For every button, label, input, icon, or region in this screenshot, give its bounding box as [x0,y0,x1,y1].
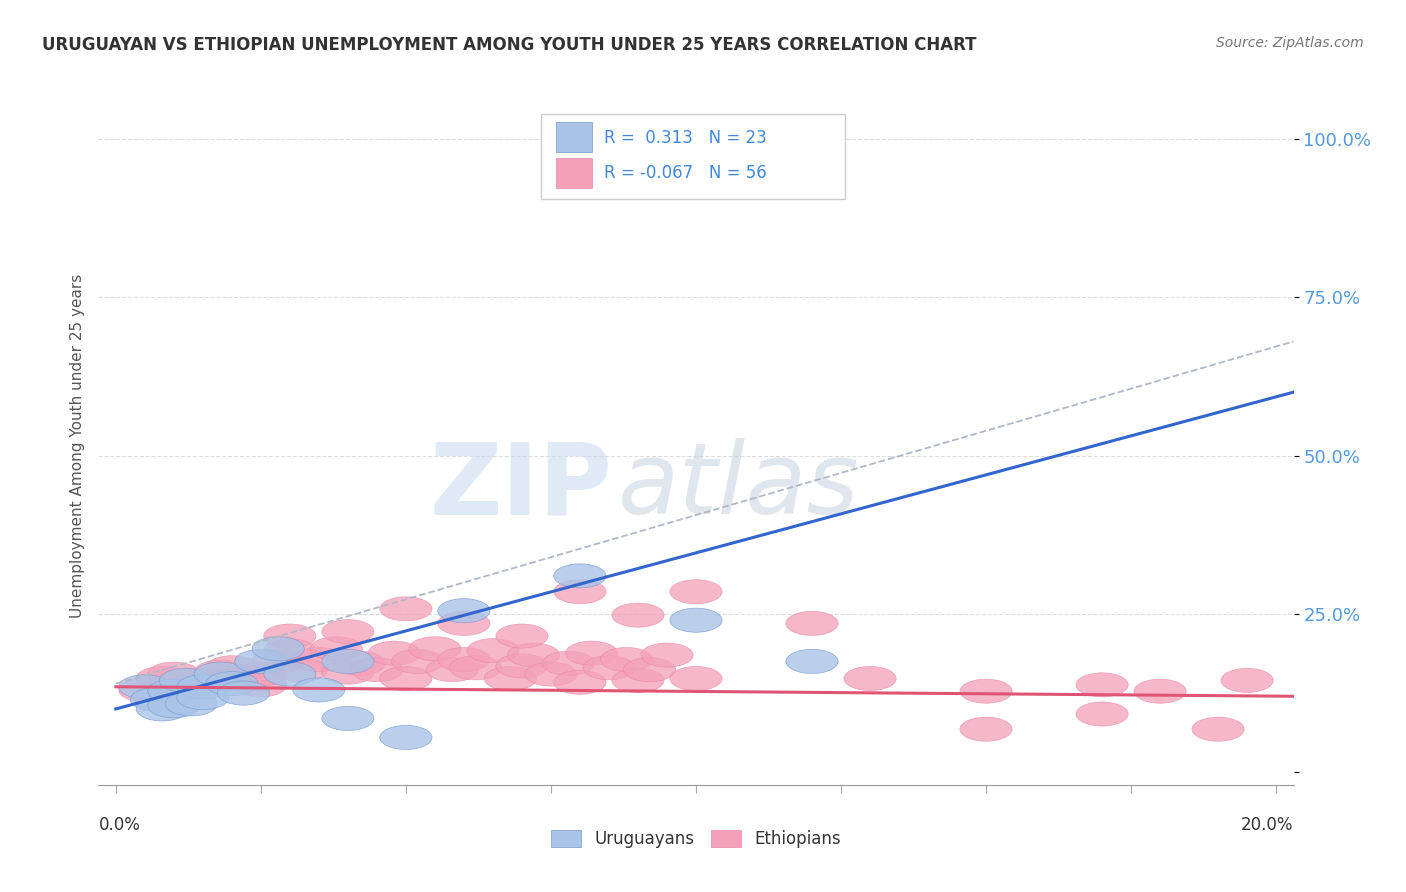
Ellipse shape [669,666,723,690]
Ellipse shape [391,649,444,673]
Ellipse shape [496,654,548,678]
Ellipse shape [508,643,560,667]
Ellipse shape [380,666,432,690]
Ellipse shape [194,660,246,684]
FancyBboxPatch shape [557,158,592,188]
Ellipse shape [118,674,172,698]
Ellipse shape [437,611,491,635]
Ellipse shape [426,657,478,681]
Ellipse shape [612,603,664,627]
Ellipse shape [623,657,676,681]
Ellipse shape [409,637,461,661]
Text: 20.0%: 20.0% [1241,816,1294,834]
Ellipse shape [380,597,432,621]
Ellipse shape [641,643,693,667]
Ellipse shape [1076,673,1128,697]
Ellipse shape [1135,679,1187,703]
Ellipse shape [165,692,218,716]
Ellipse shape [524,662,576,686]
Ellipse shape [960,717,1012,741]
Ellipse shape [437,599,491,623]
Text: Source: ZipAtlas.com: Source: ZipAtlas.com [1216,36,1364,50]
Ellipse shape [177,668,229,692]
Ellipse shape [292,648,344,672]
Ellipse shape [194,662,246,686]
Ellipse shape [600,648,652,672]
Ellipse shape [264,639,316,663]
Text: ZIP: ZIP [429,438,613,535]
Ellipse shape [565,641,617,665]
Ellipse shape [669,608,723,632]
Ellipse shape [844,666,896,690]
Ellipse shape [669,580,723,604]
Ellipse shape [1220,668,1274,692]
Ellipse shape [235,662,287,686]
Ellipse shape [437,648,491,672]
Ellipse shape [264,662,316,686]
Ellipse shape [205,672,257,696]
Ellipse shape [322,706,374,731]
Ellipse shape [276,657,328,681]
Ellipse shape [177,685,229,709]
Ellipse shape [235,649,287,673]
Ellipse shape [350,657,404,681]
Ellipse shape [148,679,200,703]
Ellipse shape [612,668,664,692]
Ellipse shape [264,624,316,648]
Ellipse shape [218,666,270,690]
Ellipse shape [252,649,304,673]
Ellipse shape [136,697,188,721]
Ellipse shape [322,649,374,673]
Ellipse shape [118,678,172,702]
Ellipse shape [218,681,270,706]
Y-axis label: Unemployment Among Youth under 25 years: Unemployment Among Youth under 25 years [69,274,84,618]
Ellipse shape [484,666,537,690]
Ellipse shape [311,637,363,661]
Legend: Uruguayans, Ethiopians: Uruguayans, Ethiopians [544,823,848,855]
Ellipse shape [252,637,304,661]
Ellipse shape [235,673,287,697]
Ellipse shape [467,639,519,663]
Ellipse shape [322,660,374,684]
Ellipse shape [333,651,385,675]
FancyBboxPatch shape [557,122,592,153]
Ellipse shape [322,620,374,644]
Ellipse shape [159,668,211,692]
Ellipse shape [583,656,636,680]
Ellipse shape [786,649,838,673]
Ellipse shape [450,656,502,680]
FancyBboxPatch shape [541,114,845,199]
Ellipse shape [177,674,229,698]
Ellipse shape [786,611,838,635]
Ellipse shape [554,670,606,694]
Text: R =  0.313   N = 23: R = 0.313 N = 23 [605,128,766,146]
Ellipse shape [292,678,344,702]
Ellipse shape [960,679,1012,703]
Text: 0.0%: 0.0% [98,816,141,834]
Ellipse shape [554,580,606,604]
Ellipse shape [1076,702,1128,726]
Ellipse shape [1192,717,1244,741]
Ellipse shape [380,725,432,749]
Ellipse shape [159,677,211,701]
Ellipse shape [131,688,183,712]
Text: atlas: atlas [619,438,860,535]
Text: URUGUAYAN VS ETHIOPIAN UNEMPLOYMENT AMONG YOUTH UNDER 25 YEARS CORRELATION CHART: URUGUAYAN VS ETHIOPIAN UNEMPLOYMENT AMON… [42,36,977,54]
Ellipse shape [496,624,548,648]
Ellipse shape [148,662,200,686]
Text: R = -0.067   N = 56: R = -0.067 N = 56 [605,164,766,182]
Ellipse shape [205,656,257,680]
Ellipse shape [543,651,595,675]
Ellipse shape [554,564,606,588]
Ellipse shape [148,694,200,718]
Ellipse shape [136,666,188,690]
Ellipse shape [368,641,420,665]
